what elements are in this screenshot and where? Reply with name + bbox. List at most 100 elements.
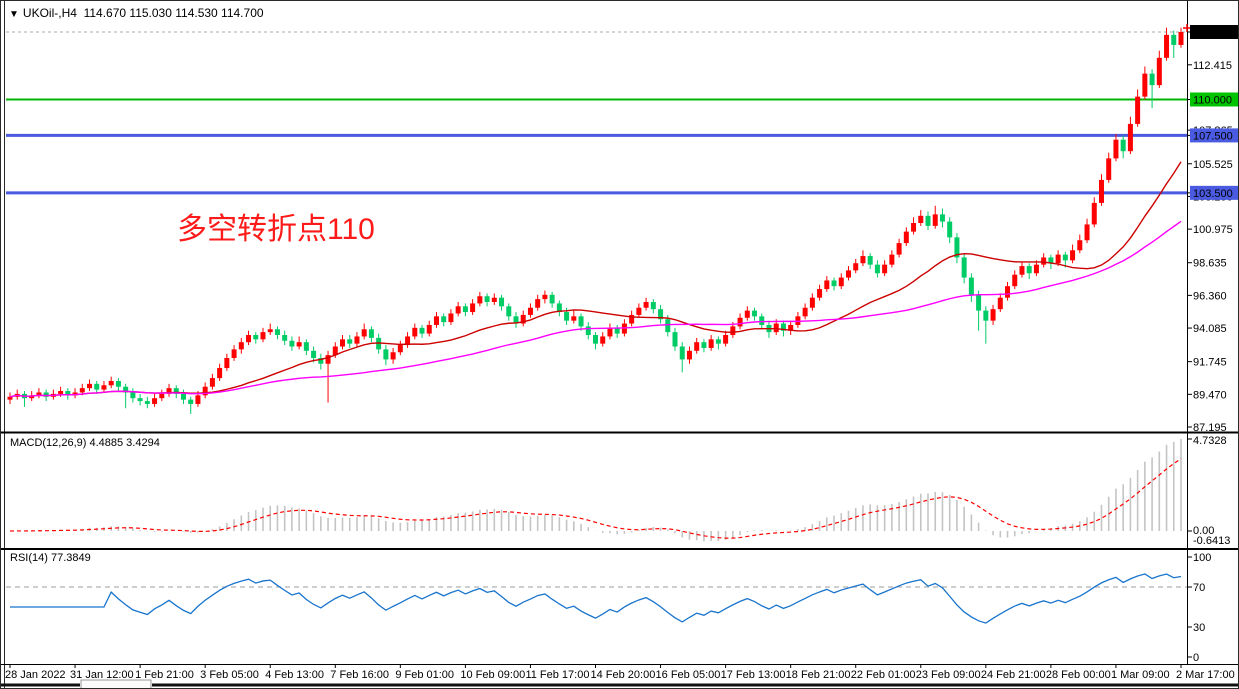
- candle: [983, 306, 989, 344]
- candle-body: [1019, 266, 1025, 275]
- candle-body: [542, 294, 548, 300]
- candle-body: [441, 316, 447, 323]
- chevron-down-icon[interactable]: ▼: [9, 9, 19, 20]
- candle-body: [860, 256, 866, 264]
- candle-body: [701, 342, 707, 348]
- candle: [817, 284, 823, 301]
- candle: [1033, 260, 1039, 277]
- candle: [1156, 50, 1162, 89]
- candle-body: [390, 352, 396, 360]
- candle: [845, 266, 851, 281]
- time-axis-label: 7 Feb 16:00: [330, 669, 389, 681]
- candle-body: [159, 393, 165, 399]
- candle-body: [137, 398, 143, 402]
- price-axis[interactable]: 112.415107.865105.525103.250100.97598.63…: [1187, 25, 1239, 434]
- candle: [939, 208, 945, 228]
- candle: [549, 291, 555, 308]
- candle: [976, 290, 982, 331]
- candle: [1127, 116, 1133, 155]
- candle: [433, 312, 439, 328]
- candle-body: [1149, 73, 1155, 86]
- candle: [361, 323, 367, 340]
- rsi-panel: 100 70 30 0: [6, 552, 1211, 664]
- candle: [838, 273, 844, 290]
- candle-body: [672, 332, 678, 347]
- candle: [426, 320, 432, 337]
- candle-body: [817, 289, 823, 298]
- chart-text-annotation[interactable]: 多空转折点110: [177, 213, 375, 246]
- candle-body: [665, 319, 671, 333]
- candle-body: [968, 277, 974, 295]
- time-axis-label: 31 Jan 12:00: [70, 669, 134, 681]
- candle: [21, 391, 27, 407]
- candle-body: [809, 297, 815, 308]
- scrollbar-thumb[interactable]: [80, 679, 152, 689]
- candle-body: [274, 329, 280, 336]
- candle-body: [874, 264, 880, 274]
- candle-body: [115, 380, 121, 387]
- candle: [795, 312, 801, 328]
- candle-body: [1098, 179, 1104, 203]
- time-axis-label: 2 Mar 17:00: [1176, 669, 1235, 681]
- candle: [896, 238, 902, 258]
- candle-body: [571, 316, 577, 321]
- candle: [788, 320, 794, 336]
- candle: [137, 393, 143, 406]
- candle: [1070, 244, 1076, 264]
- candle-body: [527, 307, 533, 315]
- candle-body: [368, 329, 374, 338]
- candle-body: [1070, 250, 1076, 261]
- candle-body: [1005, 286, 1011, 298]
- candle: [1026, 263, 1032, 280]
- candle-body: [889, 254, 895, 265]
- current-bar-marker: [1183, 24, 1191, 32]
- candle: [708, 335, 714, 351]
- candle-body: [549, 294, 555, 304]
- candle-body: [932, 214, 938, 226]
- candle-body: [1055, 254, 1061, 264]
- price-axis-label: 91.745: [1193, 357, 1227, 369]
- candle: [1019, 261, 1025, 278]
- candle-body: [72, 392, 78, 396]
- candle-body: [246, 335, 252, 343]
- candle-body: [723, 335, 729, 344]
- candle-body: [491, 297, 497, 302]
- price-tag: [1190, 128, 1238, 143]
- candle: [130, 388, 136, 403]
- candle-body: [499, 297, 505, 307]
- candle-body: [882, 264, 888, 274]
- candle-body: [614, 327, 620, 334]
- candle-body: [296, 342, 302, 347]
- candle-body: [412, 327, 418, 337]
- candle-body: [101, 385, 107, 390]
- candle: [614, 324, 620, 338]
- candle-body: [202, 386, 208, 396]
- candle: [643, 297, 649, 311]
- candle: [202, 382, 208, 399]
- candle: [1149, 69, 1155, 109]
- time-axis-label: 17 Feb 13:00: [721, 669, 786, 681]
- candle: [831, 277, 837, 291]
- price-tag: [1190, 185, 1238, 200]
- candle-body: [311, 350, 317, 358]
- candle-body: [152, 398, 158, 404]
- candle-body: [831, 280, 837, 287]
- macd-indicator-label: MACD(12,26,9) 4.4885 3.4294: [10, 437, 160, 449]
- candle: [694, 337, 700, 354]
- ma-fast-line: [9, 161, 1182, 398]
- candle-body: [795, 316, 801, 325]
- candle-body: [556, 303, 562, 313]
- price-axis-label: 96.360: [1193, 290, 1227, 302]
- candle-body: [166, 388, 172, 394]
- candle: [990, 304, 996, 325]
- candle-body: [1048, 257, 1054, 264]
- candle-body: [925, 215, 931, 226]
- time-axis[interactable]: 28 Jan 2022 31 Jan 12:00 1 Feb 21:00 3 Feb …: [5, 664, 1235, 681]
- candle: [542, 290, 548, 304]
- candle-body: [983, 310, 989, 321]
- time-axis-label: 23 Feb 09:00: [916, 669, 981, 681]
- candle-body: [108, 380, 114, 386]
- candle-body: [513, 316, 519, 324]
